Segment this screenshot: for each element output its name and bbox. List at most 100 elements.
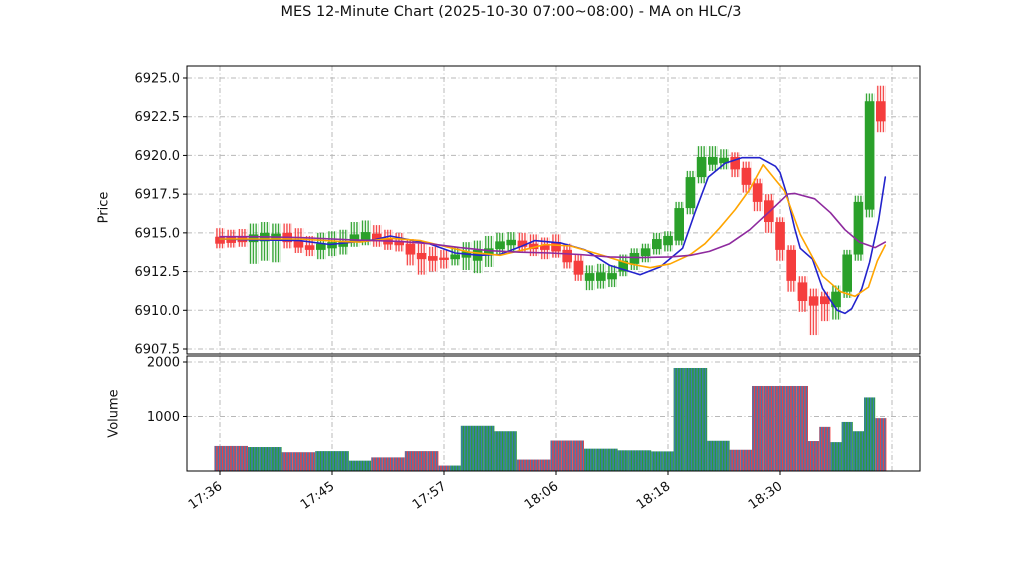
volume-bar bbox=[449, 465, 461, 471]
candle-body bbox=[293, 240, 304, 248]
volume-bar bbox=[673, 367, 685, 471]
candle-body bbox=[226, 237, 236, 243]
candle-body bbox=[428, 256, 438, 261]
volume-bar bbox=[684, 367, 696, 471]
volume-bar bbox=[864, 397, 876, 471]
volume-bar bbox=[539, 459, 551, 471]
volume-tick-label: 2000 bbox=[147, 356, 180, 371]
volume-bar bbox=[841, 421, 853, 471]
volume-bar bbox=[796, 385, 808, 471]
candle-body bbox=[360, 232, 371, 240]
price-tick-label: 6922.5 bbox=[135, 110, 181, 125]
candle-body bbox=[338, 241, 348, 247]
volume-bar bbox=[393, 457, 405, 471]
candle-body bbox=[797, 282, 808, 301]
candle-body bbox=[327, 242, 337, 249]
candle-body bbox=[663, 235, 673, 246]
candle-body bbox=[517, 240, 528, 247]
volume-bar bbox=[315, 451, 327, 471]
candle-body bbox=[685, 177, 696, 209]
candle-body bbox=[618, 260, 628, 272]
candle-body bbox=[876, 101, 886, 122]
candle-body bbox=[786, 249, 796, 281]
ma-slow-line bbox=[219, 192, 887, 259]
volume-bar bbox=[382, 457, 394, 471]
volume-bar bbox=[707, 440, 719, 471]
candle-range bbox=[808, 288, 819, 336]
candle-body bbox=[372, 233, 382, 242]
candle-body bbox=[506, 239, 516, 246]
volume-bar bbox=[875, 418, 887, 471]
volume-bar bbox=[830, 442, 842, 471]
candle-body bbox=[540, 245, 550, 250]
candle-body bbox=[820, 296, 830, 305]
volume-bar bbox=[662, 451, 674, 471]
volume-bar bbox=[483, 425, 495, 471]
candle-body bbox=[696, 156, 707, 178]
candle-range bbox=[820, 291, 830, 322]
volume-bar bbox=[225, 445, 237, 471]
price-tick-label: 6925.0 bbox=[135, 71, 181, 86]
volume-bar bbox=[236, 445, 248, 471]
volume-bar bbox=[348, 460, 360, 471]
volume-bar bbox=[696, 367, 708, 471]
volume-bar bbox=[561, 440, 573, 471]
volume-bar bbox=[259, 447, 271, 471]
volume-bar bbox=[505, 431, 517, 471]
volume-bar bbox=[416, 451, 428, 471]
volume-bar bbox=[785, 385, 797, 471]
volume-bar bbox=[460, 425, 472, 471]
candle-body bbox=[495, 241, 505, 250]
volume-bar bbox=[740, 449, 752, 471]
price-tick-label: 6915.0 bbox=[135, 226, 181, 241]
volume-bar bbox=[438, 465, 450, 471]
volume-bar bbox=[628, 450, 640, 471]
candle-body bbox=[853, 201, 864, 255]
candle-body bbox=[808, 296, 819, 306]
candle-body bbox=[439, 257, 449, 260]
candle-body bbox=[450, 254, 460, 260]
x-tick-label: 17:36 bbox=[186, 479, 225, 513]
volume-bar bbox=[292, 452, 304, 471]
volume-bar bbox=[528, 459, 540, 471]
candle-body bbox=[842, 254, 852, 292]
candle-body bbox=[562, 249, 572, 263]
volume-bar bbox=[270, 447, 282, 471]
volume-bar bbox=[640, 450, 652, 471]
candle-body bbox=[394, 241, 404, 246]
volume-bar bbox=[516, 459, 528, 471]
candle-body bbox=[775, 222, 785, 250]
volume-bar bbox=[371, 457, 383, 471]
volume-bar bbox=[606, 448, 618, 471]
candle-body bbox=[752, 183, 763, 202]
volume-tick-label: 1000 bbox=[147, 410, 180, 425]
volume-bar bbox=[819, 426, 831, 471]
candle-body bbox=[405, 243, 416, 255]
candle-body bbox=[674, 208, 684, 241]
candle-body bbox=[741, 167, 752, 185]
x-tick-label: 17:45 bbox=[298, 479, 337, 513]
volume-bar bbox=[808, 441, 820, 471]
candle-body bbox=[629, 252, 640, 264]
volume-bar bbox=[584, 448, 596, 471]
volume-bar bbox=[427, 451, 439, 471]
candle-body bbox=[215, 236, 225, 244]
chart-title: MES 12-Minute Chart (2025-10-30 07:00~08… bbox=[280, 4, 742, 20]
volume-bar bbox=[752, 385, 764, 471]
candle-body bbox=[573, 260, 584, 275]
price-tick-label: 6920.0 bbox=[135, 149, 181, 164]
x-tick-label: 17:57 bbox=[410, 479, 449, 513]
candle-body bbox=[584, 273, 595, 281]
candle-body bbox=[528, 243, 539, 250]
volume-bar bbox=[617, 450, 629, 471]
volume-bar bbox=[404, 451, 416, 471]
volume-bar bbox=[729, 449, 741, 471]
volume-bar bbox=[248, 447, 260, 471]
price-tick-label: 6910.0 bbox=[135, 304, 181, 319]
candle-range bbox=[248, 223, 259, 264]
price-tick-label: 6907.5 bbox=[135, 343, 181, 358]
candle-body bbox=[607, 273, 617, 280]
price-tick-label: 6917.5 bbox=[135, 188, 181, 203]
